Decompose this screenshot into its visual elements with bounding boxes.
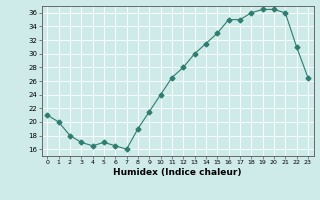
X-axis label: Humidex (Indice chaleur): Humidex (Indice chaleur) [113,168,242,177]
